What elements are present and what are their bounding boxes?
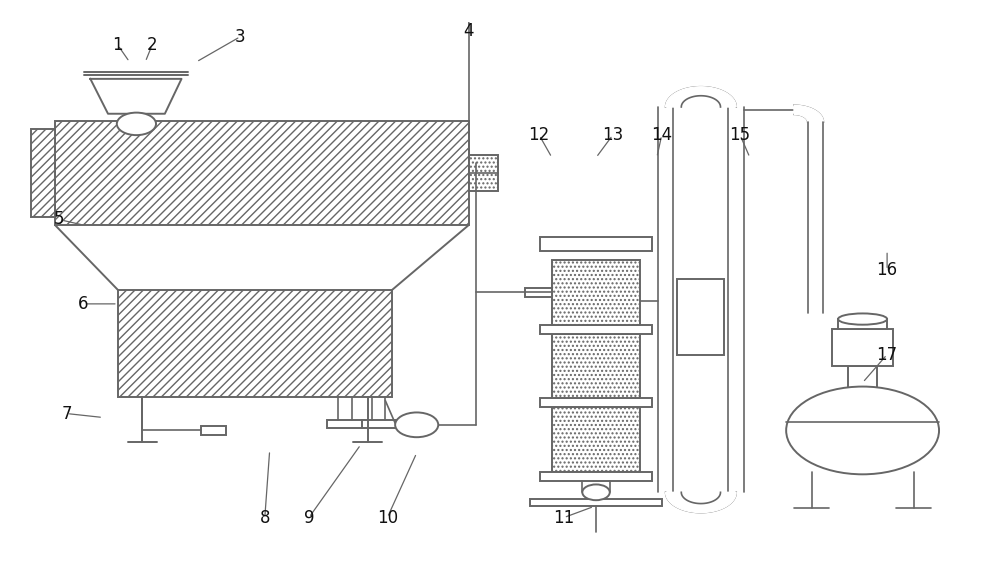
Text: 8: 8 bbox=[260, 509, 270, 526]
Bar bbox=[362, 420, 396, 428]
Text: 14: 14 bbox=[651, 126, 672, 144]
Bar bbox=[530, 498, 662, 506]
Bar bbox=[552, 333, 640, 398]
Bar bbox=[838, 319, 887, 329]
Circle shape bbox=[117, 113, 156, 135]
Text: 9: 9 bbox=[304, 509, 314, 526]
Bar bbox=[540, 398, 652, 408]
Bar bbox=[327, 420, 364, 428]
Bar bbox=[524, 288, 552, 297]
Bar bbox=[118, 290, 392, 397]
Circle shape bbox=[582, 484, 610, 500]
Bar bbox=[540, 238, 652, 251]
Bar bbox=[55, 121, 469, 225]
Polygon shape bbox=[794, 105, 823, 122]
Text: 3: 3 bbox=[235, 28, 246, 46]
Circle shape bbox=[395, 413, 438, 437]
Text: 10: 10 bbox=[377, 509, 398, 526]
Text: 11: 11 bbox=[553, 509, 574, 526]
Text: 17: 17 bbox=[877, 346, 898, 363]
Bar bbox=[552, 408, 640, 472]
Bar bbox=[469, 155, 498, 191]
Bar bbox=[31, 130, 55, 217]
Bar bbox=[540, 325, 652, 333]
Text: 7: 7 bbox=[62, 405, 72, 422]
Bar bbox=[552, 260, 640, 325]
Text: 12: 12 bbox=[529, 126, 550, 144]
Bar bbox=[848, 366, 877, 391]
Polygon shape bbox=[666, 87, 736, 107]
Text: 6: 6 bbox=[78, 295, 89, 313]
Text: 2: 2 bbox=[147, 36, 157, 54]
Ellipse shape bbox=[838, 313, 887, 325]
Text: 4: 4 bbox=[463, 22, 474, 40]
Text: 1: 1 bbox=[112, 36, 123, 54]
Text: 5: 5 bbox=[54, 211, 64, 228]
Bar bbox=[540, 472, 652, 481]
Polygon shape bbox=[666, 492, 736, 513]
Circle shape bbox=[786, 386, 939, 474]
Text: 16: 16 bbox=[877, 261, 898, 279]
Bar bbox=[832, 329, 893, 366]
Polygon shape bbox=[90, 79, 182, 114]
Bar bbox=[201, 426, 226, 435]
Text: 13: 13 bbox=[602, 126, 623, 144]
Text: 15: 15 bbox=[730, 126, 751, 144]
Polygon shape bbox=[55, 225, 469, 290]
Bar bbox=[677, 278, 724, 355]
